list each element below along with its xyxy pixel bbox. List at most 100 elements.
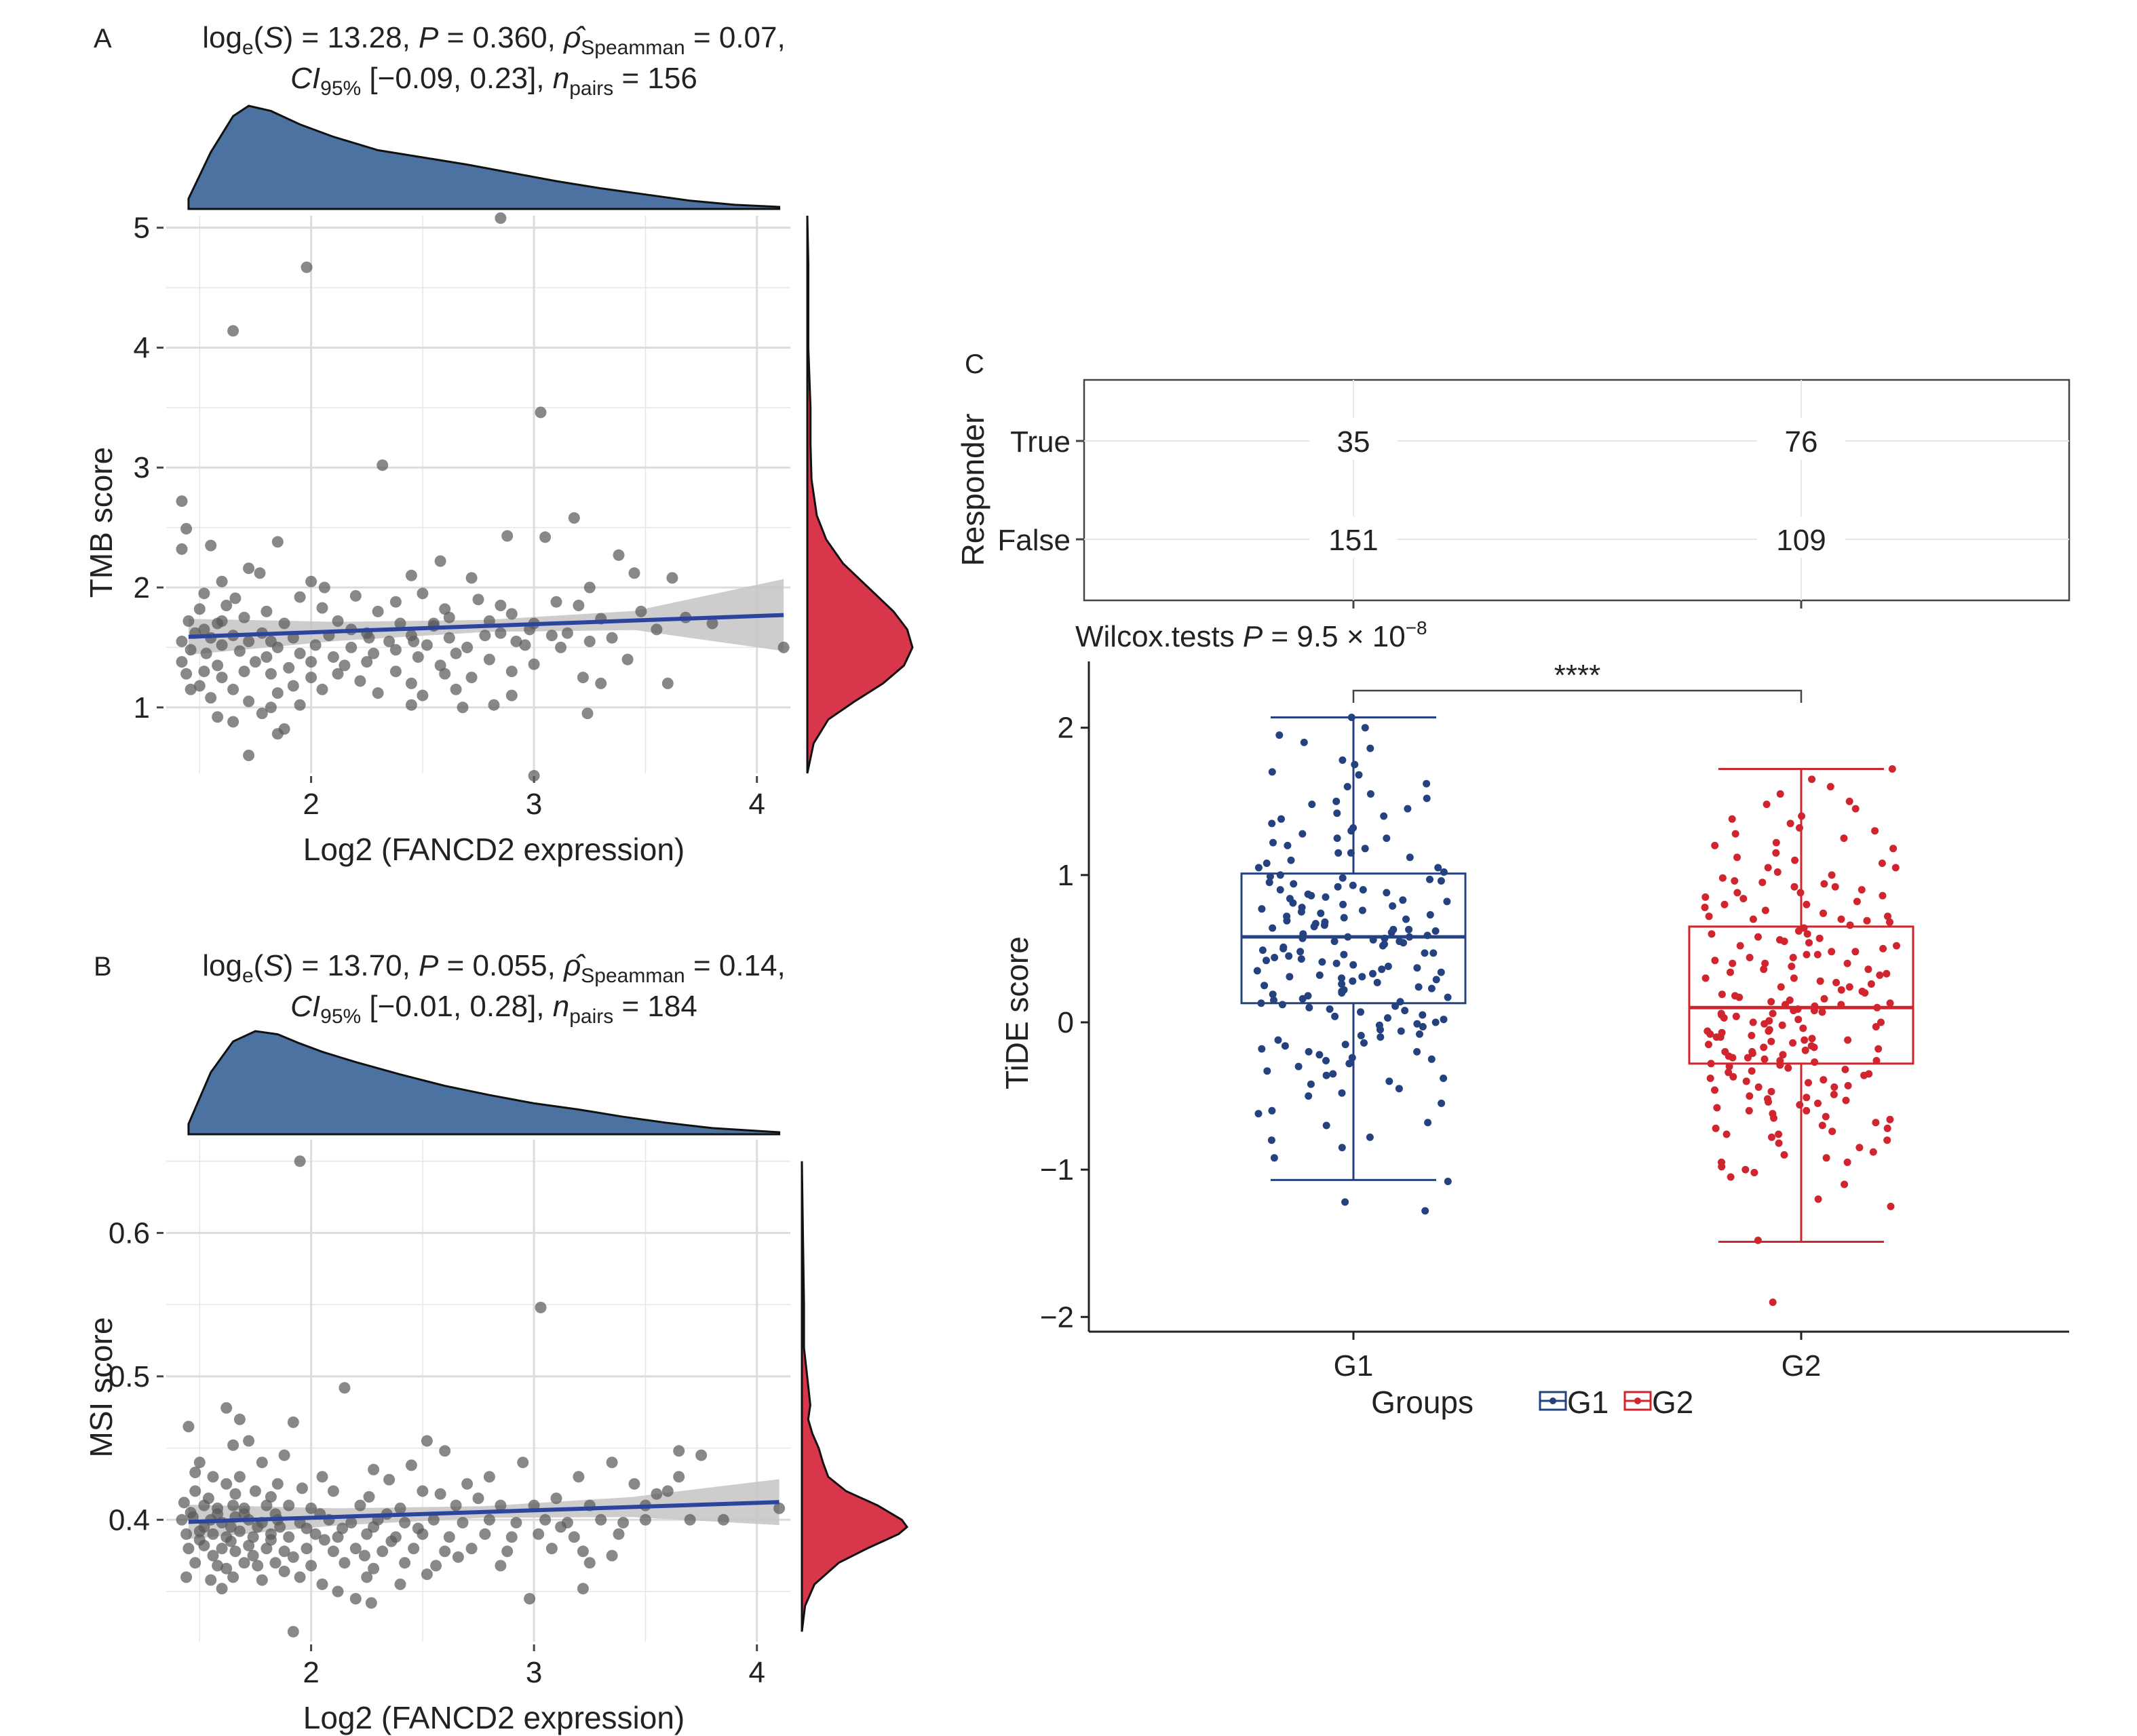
panel-b-scatter-point xyxy=(294,1571,306,1583)
panel-b-x-tick-label: 4 xyxy=(748,1656,765,1689)
box-g2-jitter-point xyxy=(1844,1036,1852,1044)
box-g1-jitter-point xyxy=(1294,1062,1303,1070)
box-g1-jitter-point xyxy=(1426,875,1433,883)
panel-a-scatter-point xyxy=(510,636,522,647)
panel-b-scatter-point xyxy=(261,1499,273,1511)
box-g2-jitter-point xyxy=(1736,942,1744,950)
panel-b-regression-line xyxy=(188,1500,779,1524)
panel-a-scatter-point xyxy=(495,627,507,639)
box-g2-jitter-point xyxy=(1893,942,1900,950)
responder-cell-bg xyxy=(1309,516,1398,558)
box-g1-jitter-point xyxy=(1315,971,1324,979)
box-g2-jitter-point xyxy=(1876,971,1884,979)
panel-b-scatter-point xyxy=(283,1531,295,1543)
panel-a-scatter-point xyxy=(316,602,328,614)
box-g1-jitter-point xyxy=(1332,797,1341,805)
panel-a-scatter-point xyxy=(185,683,197,695)
panel-b-scatter-point xyxy=(243,1539,255,1551)
panel-b-scatter-point xyxy=(182,1421,195,1433)
panel-a-scatter-point xyxy=(528,770,540,782)
box-g1-jitter-point xyxy=(1366,1133,1374,1141)
box-g2-jitter-point xyxy=(1815,934,1824,942)
panel-a-x-tick-label: 4 xyxy=(748,788,765,821)
box-g2-jitter-point xyxy=(1828,948,1836,956)
panel-b-scatter-point xyxy=(385,1535,398,1547)
panel-b-stat-log-sub: e xyxy=(242,965,254,987)
panel-b-scatter-point xyxy=(495,1560,507,1572)
box-g2-jitter-point xyxy=(1791,856,1799,864)
legend-key-g1 xyxy=(1539,1391,1567,1411)
box-g2-jitter-point xyxy=(1844,1081,1852,1089)
panel-a-scatter-point xyxy=(193,680,206,692)
box-g1-jitter-point xyxy=(1359,886,1367,894)
panel-a-scatter-point xyxy=(389,644,402,656)
box-g2-jitter-point xyxy=(1864,965,1872,973)
significance-bracket xyxy=(1352,689,1803,703)
panel-b-scatter-point xyxy=(555,1521,567,1533)
panel-b-scatter-point xyxy=(501,1545,514,1558)
box-g1-jitter-point xyxy=(1347,849,1355,857)
panel-b-scatter-point xyxy=(238,1557,250,1569)
responder-row-label: True xyxy=(1010,425,1071,459)
box-g1-jitter-point xyxy=(1423,931,1431,940)
panel-b-scatter-point xyxy=(301,1522,313,1535)
box-g2-jitter-point xyxy=(1745,1106,1753,1115)
panel-a-scatter-point xyxy=(212,659,224,672)
box-g2-jitter-point xyxy=(1858,987,1866,995)
box-g1-jitter-point xyxy=(1260,982,1269,990)
panel-b-scatter-point xyxy=(180,1528,193,1540)
panel-b-scatter-point xyxy=(461,1478,474,1490)
panel-a-scatter-point xyxy=(200,647,212,659)
responder-row-label: False xyxy=(997,524,1071,557)
panel-b-scatter-point xyxy=(684,1513,696,1526)
box-g1-jitter-point xyxy=(1305,1092,1313,1100)
box-g1-jitter-point xyxy=(1389,902,1397,910)
panel-b-scatter-point xyxy=(573,1471,585,1483)
box-g2-jitter-point xyxy=(1760,1055,1769,1063)
box-g1-jitter-point xyxy=(1297,955,1305,963)
panel-a-scatter-point xyxy=(283,661,295,674)
panel-b-scatter-point xyxy=(651,1488,663,1500)
box-g1-jitter-point xyxy=(1269,990,1277,999)
panel-a-scatter-point xyxy=(271,728,284,740)
panel-a-scatter-point xyxy=(439,668,451,680)
box-g2-jitter-point xyxy=(1784,1064,1792,1072)
panel-a-scatter-point xyxy=(216,672,228,684)
panel-b-y-tick-label: 0.5 xyxy=(109,1360,150,1393)
box-g2-jitter-point xyxy=(1869,1148,1877,1156)
box-g1-jitter-point xyxy=(1277,815,1285,823)
panel-a-scatter-point xyxy=(294,591,306,603)
box-g2-jitter-point xyxy=(1772,849,1780,857)
box-g1-jitter-point xyxy=(1298,830,1307,838)
responder-count-cell: 35 xyxy=(1337,425,1370,459)
panel-a-scatter-point xyxy=(193,603,206,615)
box-g2-jitter-point xyxy=(1830,1083,1838,1091)
panel-a-scatter-point xyxy=(434,555,446,567)
panel-a-scatter-point xyxy=(265,668,277,680)
panel-a-stat-s-value: ) = 13.28, xyxy=(284,21,419,54)
panel-a-scatter-point xyxy=(176,495,188,507)
box-g2-jitter-point xyxy=(1813,950,1822,959)
box-g2-jitter-point xyxy=(1884,912,1891,921)
panel-a-scatter-point xyxy=(377,459,389,471)
box-g2-jitter-point xyxy=(1731,830,1739,838)
panel-a-scatter-point xyxy=(227,716,239,728)
panel-a-scatter-point xyxy=(261,605,273,617)
box-g2-jitter-point xyxy=(1729,1054,1737,1062)
panel-a-scatter-point xyxy=(535,406,547,419)
panel-a-stat-n: n xyxy=(553,62,569,95)
box-g2-jitter-point xyxy=(1778,1021,1786,1029)
panel-b-scatter-point xyxy=(176,1513,188,1526)
box-g2-jitter-point xyxy=(1879,891,1887,900)
panel-b-scatter-point xyxy=(639,1513,651,1526)
box-g2-jitter-point xyxy=(1754,1236,1762,1244)
box-g2-jitter-point xyxy=(1883,969,1891,978)
panel-b-scatter-point xyxy=(332,1531,344,1543)
panel-b-scatter-point xyxy=(358,1549,370,1562)
box-g2-jitter-point xyxy=(1720,900,1729,908)
box-g1-jitter-point xyxy=(1338,1089,1346,1097)
panel-a-scatter-point xyxy=(227,683,239,695)
panel-b-scatter-point xyxy=(617,1517,630,1528)
panel-b-scatter-point xyxy=(377,1545,389,1558)
box-g2-jitter-point xyxy=(1803,950,1811,959)
